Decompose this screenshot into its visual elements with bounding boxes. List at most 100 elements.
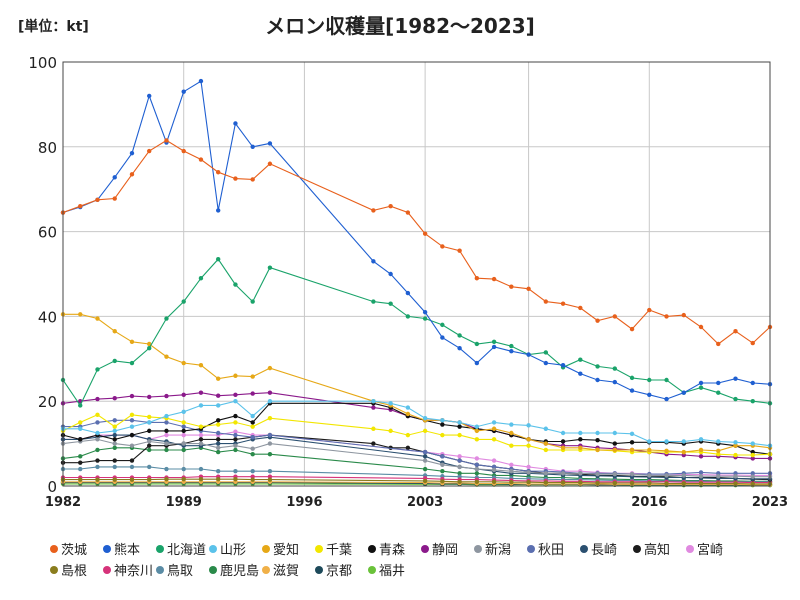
data-point <box>647 307 652 313</box>
data-point <box>733 396 738 402</box>
data-point <box>250 452 255 457</box>
data-point <box>164 354 169 359</box>
data-point <box>147 148 152 154</box>
data-point <box>112 424 117 429</box>
data-point <box>750 474 755 479</box>
data-point <box>112 175 117 180</box>
legend-label: 島根 <box>61 564 88 579</box>
data-point <box>78 426 83 431</box>
data-point <box>595 377 600 383</box>
data-point <box>198 390 204 395</box>
data-point <box>440 335 445 340</box>
data-point <box>716 439 721 444</box>
legend-item: 鳥取 <box>156 560 209 579</box>
data-point <box>181 466 186 472</box>
legend-item: 秋田 <box>527 539 580 558</box>
data-point <box>198 432 204 438</box>
data-point <box>233 468 238 474</box>
data-point <box>215 441 221 446</box>
legend-item: 千葉 <box>315 539 368 558</box>
legend-item: 京都 <box>315 560 368 579</box>
data-point <box>698 437 704 442</box>
series-layer <box>60 78 773 488</box>
data-point <box>198 477 204 482</box>
data-point <box>164 420 169 425</box>
data-point <box>147 428 152 434</box>
data-point <box>595 471 600 477</box>
data-point <box>629 440 635 445</box>
data-point <box>233 392 238 398</box>
unit-label: [単位：kt] <box>18 19 89 35</box>
x-tick-label: 2003 <box>407 495 443 510</box>
data-point <box>233 429 238 434</box>
data-point <box>129 418 135 423</box>
data-point <box>491 479 497 484</box>
legend-item: 島根 <box>50 560 103 579</box>
data-point <box>750 399 755 404</box>
data-point <box>164 316 169 321</box>
data-point <box>543 360 549 366</box>
data-point <box>95 477 100 482</box>
legend-marker-icon <box>209 565 217 574</box>
data-point <box>716 341 721 347</box>
data-point <box>474 456 480 461</box>
data-point <box>129 464 135 470</box>
data-point <box>716 481 721 486</box>
data-point <box>147 414 152 420</box>
data-point <box>612 447 618 453</box>
data-point <box>509 468 514 474</box>
data-point <box>647 377 652 383</box>
data-point <box>526 464 531 470</box>
data-point <box>474 276 480 281</box>
data-point <box>457 346 462 351</box>
x-tick-label: 1996 <box>286 495 322 510</box>
data-point <box>457 432 462 438</box>
data-point <box>388 301 393 306</box>
legend-marker-icon <box>421 544 429 553</box>
data-point <box>95 464 100 470</box>
data-point <box>716 448 721 454</box>
series-茨城 <box>60 138 773 347</box>
data-point <box>371 299 376 304</box>
data-point <box>198 276 204 281</box>
data-point <box>422 316 428 321</box>
data-point <box>629 431 635 437</box>
data-point <box>215 449 221 455</box>
legend-label: 秋田 <box>538 543 565 558</box>
data-point <box>78 460 83 465</box>
data-point <box>371 399 376 404</box>
data-point <box>629 480 635 486</box>
data-point <box>95 447 100 453</box>
data-point <box>267 390 273 395</box>
data-point <box>129 393 135 399</box>
data-point <box>474 471 480 476</box>
data-point <box>95 367 100 372</box>
data-point <box>164 466 169 472</box>
data-point <box>233 399 238 404</box>
legend-row: 茨城 熊本 北海道 山形 愛知 千葉 青森 静岡 新潟 秋田 長崎 高知 宮崎 <box>50 538 790 559</box>
data-point <box>371 426 376 431</box>
data-point <box>95 420 100 425</box>
data-point <box>440 454 445 459</box>
data-point <box>440 418 445 423</box>
data-point <box>681 473 686 478</box>
x-tick-label: 1982 <box>45 495 81 510</box>
data-point <box>698 481 704 486</box>
data-point <box>215 208 221 213</box>
data-point <box>733 452 738 458</box>
data-point <box>371 405 376 410</box>
legend-label: 北海道 <box>167 543 207 558</box>
legend-label: 愛知 <box>273 543 300 558</box>
legend-item: 茨城 <box>50 539 103 558</box>
series-山形 <box>60 399 773 448</box>
data-point <box>112 358 117 364</box>
data-point <box>491 458 497 463</box>
legend-item: 愛知 <box>262 539 315 558</box>
data-point <box>112 418 117 423</box>
data-point <box>509 430 514 436</box>
data-point <box>543 480 549 485</box>
data-point <box>181 424 186 429</box>
legend-marker-icon <box>156 565 164 574</box>
data-point <box>440 244 445 249</box>
data-point <box>422 415 428 421</box>
